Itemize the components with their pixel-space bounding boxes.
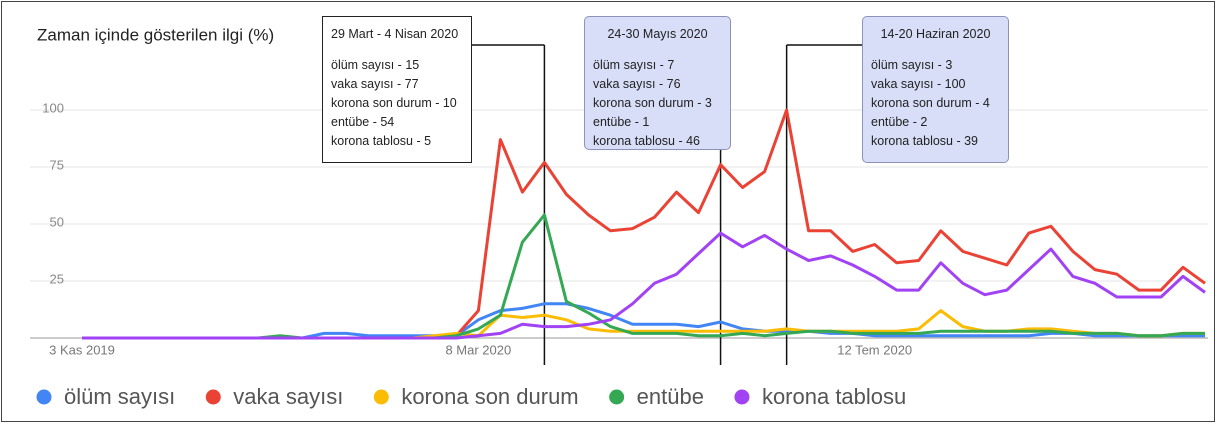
callout-line-text: entübe - 1 [593, 115, 650, 129]
callout: 29 Mart - 4 Nisan 2020 ölüm sayısı - 15 va… [322, 16, 472, 163]
legend-swatch [373, 389, 389, 405]
y-tick-label: 75 [50, 157, 64, 172]
callout-line-text: entübe - 54 [331, 115, 395, 129]
series-line [82, 213, 1205, 340]
legend-label: vaka sayısı [233, 384, 343, 409]
legend-label: korona tablosu [762, 384, 906, 409]
legend-swatch [734, 389, 750, 405]
x-tick-label: 3 Kas 2019 [49, 342, 115, 357]
callout-line-text: vaka sayısı - 76 [593, 77, 681, 91]
callout-title: 14-20 Haziran 2020 [880, 27, 991, 41]
callout: 14-20 Haziran 2020 ölüm sayısı - 3 vaka sa… [862, 16, 1009, 163]
callout: 24-30 Mayıs 2020 ölüm sayısı - 7 vaka sayı… [584, 16, 731, 150]
callout-line-text: korona tablosu - 39 [871, 134, 979, 148]
callout-line-text: korona tablosu - 46 [593, 134, 701, 148]
series-line [82, 231, 1206, 340]
callout-line-text: vaka sayısı - 77 [331, 77, 419, 91]
legend-swatch [36, 389, 52, 405]
callout-line-text: ölüm sayısı - 7 [593, 58, 675, 72]
legend-label: ölüm sayısı [64, 384, 175, 409]
legend-label: entübe [637, 384, 704, 409]
callout-line-text: vaka sayısı - 100 [871, 77, 966, 91]
x-tick-label: 8 Mar 2020 [445, 342, 511, 357]
y-tick-label: 100 [42, 100, 64, 115]
legend-swatch [205, 389, 221, 405]
legend-swatch [609, 389, 625, 405]
callout-title: 29 Mart - 4 Nisan 2020 [331, 27, 459, 41]
callout-line-text: ölüm sayısı - 3 [871, 58, 953, 72]
y-tick-label: 25 [50, 271, 64, 286]
callout-line-text: korona son durum - 10 [331, 96, 457, 110]
chart-title: Zaman içinde gösterilen ilgi (%) [37, 25, 274, 44]
y-tick-label: 50 [50, 214, 64, 229]
callout-line-text: korona son durum - 4 [871, 96, 990, 110]
legend-label: korona son durum [401, 384, 578, 409]
callout-line-text: entübe - 2 [871, 115, 928, 129]
x-tick-label: 12 Tem 2020 [837, 342, 912, 357]
callout-line-text: korona tablosu - 5 [331, 134, 432, 148]
callout-line-text: korona son durum - 3 [593, 96, 712, 110]
callout-line-text: ölüm sayısı - 15 [331, 58, 420, 72]
callout-title: 24-30 Mayıs 2020 [607, 27, 708, 41]
